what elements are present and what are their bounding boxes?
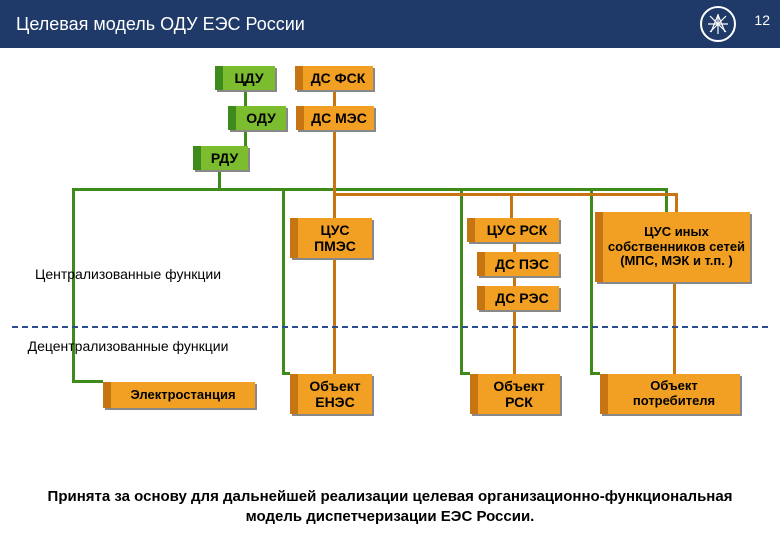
connector-line [590, 188, 593, 374]
connector-line [510, 193, 513, 218]
connector-line [673, 282, 676, 374]
connector-line [282, 372, 290, 375]
node-obj-enes: Объект ЕНЭС [290, 374, 372, 414]
connector-line [244, 130, 247, 146]
connector-line [675, 193, 678, 212]
node-obj-rsk: Объект РСК [470, 374, 560, 414]
node-ds-pes: ДС ПЭС [477, 252, 559, 276]
node-cdu: ЦДУ [215, 66, 275, 90]
slide-header: Целевая модель ОДУ ЕЭС России 12 [0, 0, 780, 48]
connector-line [513, 276, 516, 286]
connector-line [333, 90, 336, 106]
connector-line [333, 193, 675, 196]
connector-line [72, 188, 668, 191]
label-decentralized: Децентрализованные функции [18, 338, 238, 355]
node-ds-res: ДС РЭС [477, 286, 559, 310]
connector-line [590, 372, 600, 375]
logo-icon [700, 6, 736, 42]
node-ds-mes: ДС МЭС [296, 106, 374, 130]
org-diagram: ЦДУ ДС ФСК ОДУ ДС МЭС РДУ ЦУС ПМЭС ЦУС РСК ДС П… [0, 48, 780, 488]
slide-title: Целевая модель ОДУ ЕЭС России [16, 14, 305, 35]
node-cus-rsk: ЦУС РСК [467, 218, 559, 242]
connector-line [282, 188, 285, 374]
node-cus-pmes: ЦУС ПМЭС [290, 218, 372, 258]
connector-line [244, 90, 247, 106]
node-rdu: РДУ [193, 146, 248, 170]
connector-line [72, 380, 103, 383]
connector-line [460, 188, 463, 374]
connector-line [513, 310, 516, 374]
page-number: 12 [754, 12, 770, 28]
connector-line [218, 170, 221, 188]
label-centralized: Централизованные функции [28, 266, 228, 283]
connector-line [460, 372, 470, 375]
function-separator [12, 326, 768, 328]
node-ds-fsk: ДС ФСК [295, 66, 373, 90]
node-obj-consumer: Объект потребителя [600, 374, 740, 414]
node-cus-other: ЦУС иных собственников сетей (МПС, МЭК и… [595, 212, 750, 282]
connector-line [333, 258, 336, 374]
connector-line [333, 130, 336, 218]
caption: Принята за основу для дальнейшей реализа… [0, 487, 780, 526]
node-power-plant: Электростанция [103, 382, 255, 408]
connector-line [513, 242, 516, 252]
connector-line [665, 188, 668, 212]
node-odu: ОДУ [228, 106, 286, 130]
